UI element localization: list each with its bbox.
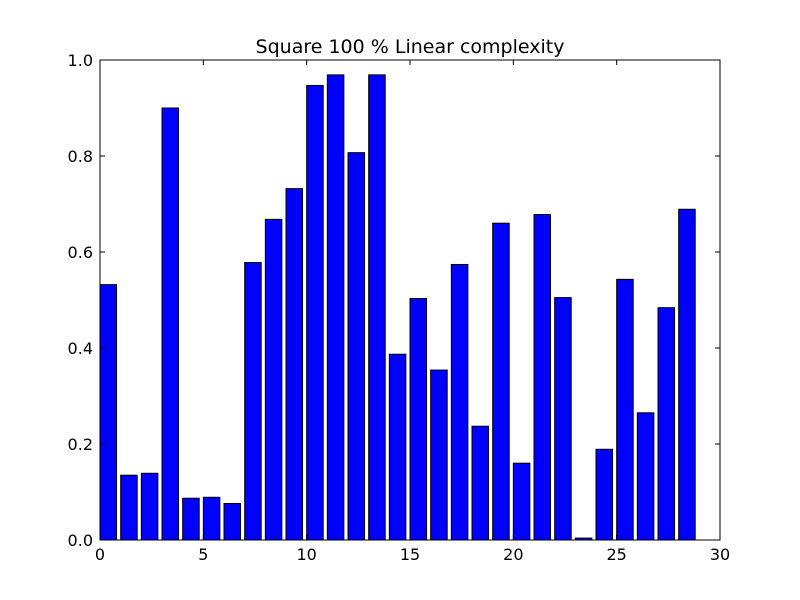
bar-27 — [657, 307, 676, 541]
y-tick-label-0: 0.0 — [68, 531, 93, 550]
x-tick-label-2: 10 — [296, 545, 316, 564]
bar-28 — [678, 208, 696, 541]
bar-22 — [554, 297, 572, 541]
bar-4 — [182, 497, 200, 541]
x-tick-label-6: 30 — [710, 545, 730, 564]
bar-16 — [430, 369, 448, 541]
y-tick-label-1: 0.2 — [68, 435, 93, 454]
bar-8 — [264, 218, 283, 541]
bar-12 — [347, 152, 366, 541]
y-tick-label-2: 0.4 — [68, 339, 93, 358]
bar-5 — [202, 496, 221, 541]
x-tick-label-3: 15 — [400, 545, 420, 564]
bar-19 — [492, 222, 510, 541]
bar-2 — [140, 472, 159, 541]
y-tick-label-5: 1.0 — [68, 51, 93, 70]
ticks-group — [99, 59, 721, 541]
x-tick-label-0: 0 — [95, 545, 105, 564]
bar-6 — [223, 503, 242, 541]
bar-18 — [471, 425, 490, 541]
x-tick-label-1: 5 — [198, 545, 208, 564]
y-tick-label-4: 0.8 — [68, 147, 93, 166]
bar-25 — [616, 278, 634, 541]
chart-title: Square 100 % Linear complexity — [256, 36, 565, 58]
bar-11 — [326, 74, 345, 541]
tick-labels-group: 0 5 10 15 20 25 30 0.0 0.2 0.4 0.6 0.8 1.0 — [68, 51, 731, 564]
bar-9 — [285, 188, 304, 541]
x-tick-label-5: 25 — [606, 545, 626, 564]
bar-20 — [512, 462, 531, 541]
bar-15 — [409, 298, 428, 541]
bars-group — [99, 74, 696, 541]
bar-13 — [368, 74, 386, 541]
bar-14 — [388, 353, 407, 541]
bar-1 — [120, 474, 138, 541]
bar-24 — [595, 448, 614, 541]
bar-10 — [306, 84, 324, 541]
bar-26 — [636, 412, 655, 541]
x-tick-label-4: 20 — [503, 545, 523, 564]
bar-0 — [99, 284, 118, 541]
bar-3 — [161, 107, 180, 541]
bar-17 — [450, 263, 469, 541]
y-tick-label-3: 0.6 — [68, 243, 93, 262]
bar-7 — [244, 262, 262, 541]
bar-21 — [533, 214, 552, 541]
